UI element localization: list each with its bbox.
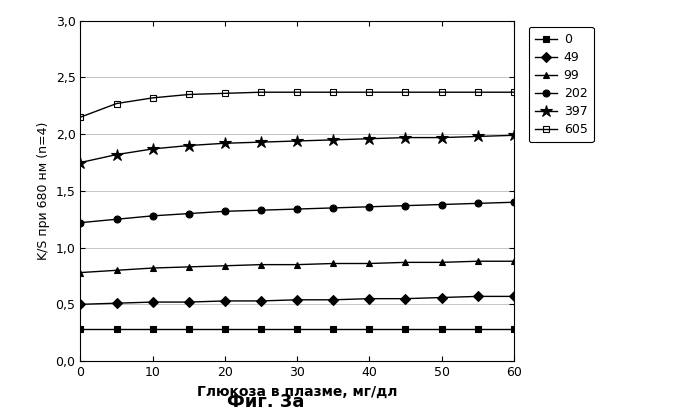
605 xyxy=(185,92,193,97)
Line: 0: 0 xyxy=(77,326,517,333)
605 xyxy=(365,90,373,95)
99 xyxy=(473,259,482,264)
0 xyxy=(113,327,121,332)
Line: 397: 397 xyxy=(74,129,520,169)
Line: 99: 99 xyxy=(77,258,517,276)
Text: Фиг. 3a: Фиг. 3a xyxy=(227,393,304,411)
99 xyxy=(257,262,265,267)
0 xyxy=(401,327,410,332)
397 xyxy=(257,139,265,144)
202 xyxy=(293,207,301,212)
99 xyxy=(148,266,157,271)
99 xyxy=(438,260,446,265)
605 xyxy=(148,95,157,100)
X-axis label: Глюкоза в плазме, мг/дл: Глюкоза в плазме, мг/дл xyxy=(197,384,397,398)
605 xyxy=(329,90,338,95)
49 xyxy=(510,294,518,299)
202 xyxy=(510,200,518,205)
99 xyxy=(185,264,193,269)
202 xyxy=(438,202,446,207)
397 xyxy=(365,136,373,141)
202 xyxy=(221,209,229,214)
202 xyxy=(329,205,338,210)
49 xyxy=(76,302,85,307)
Y-axis label: K/S при 680 нм (n=4): K/S при 680 нм (n=4) xyxy=(37,122,50,260)
49 xyxy=(401,296,410,301)
49 xyxy=(438,295,446,300)
49 xyxy=(113,301,121,306)
202 xyxy=(185,211,193,216)
99 xyxy=(221,263,229,268)
605 xyxy=(510,90,518,95)
49 xyxy=(257,298,265,303)
202 xyxy=(473,201,482,206)
397 xyxy=(148,146,157,151)
Line: 605: 605 xyxy=(77,89,517,121)
202 xyxy=(148,213,157,218)
99 xyxy=(293,262,301,267)
397 xyxy=(293,139,301,144)
202 xyxy=(365,204,373,209)
0 xyxy=(257,327,265,332)
397 xyxy=(510,133,518,138)
202 xyxy=(76,220,85,225)
0 xyxy=(510,327,518,332)
49 xyxy=(148,300,157,305)
605 xyxy=(293,90,301,95)
605 xyxy=(221,91,229,96)
99 xyxy=(329,261,338,266)
0 xyxy=(365,327,373,332)
397 xyxy=(221,141,229,146)
Line: 49: 49 xyxy=(77,293,517,308)
605 xyxy=(473,90,482,95)
49 xyxy=(293,297,301,302)
397 xyxy=(438,135,446,140)
49 xyxy=(329,297,338,302)
0 xyxy=(473,327,482,332)
0 xyxy=(293,327,301,332)
Line: 202: 202 xyxy=(77,199,517,226)
0 xyxy=(329,327,338,332)
397 xyxy=(76,160,85,165)
202 xyxy=(113,217,121,222)
99 xyxy=(113,268,121,273)
605 xyxy=(113,101,121,106)
397 xyxy=(185,143,193,148)
99 xyxy=(510,259,518,264)
397 xyxy=(113,152,121,157)
397 xyxy=(329,137,338,142)
605 xyxy=(401,90,410,95)
605 xyxy=(76,115,85,120)
49 xyxy=(473,294,482,299)
Legend: 0, 49, 99, 202, 397, 605: 0, 49, 99, 202, 397, 605 xyxy=(528,27,594,142)
0 xyxy=(438,327,446,332)
0 xyxy=(76,327,85,332)
605 xyxy=(257,90,265,95)
0 xyxy=(221,327,229,332)
49 xyxy=(185,300,193,305)
397 xyxy=(401,135,410,140)
49 xyxy=(221,298,229,303)
0 xyxy=(185,327,193,332)
605 xyxy=(438,90,446,95)
202 xyxy=(401,203,410,208)
99 xyxy=(365,261,373,266)
0 xyxy=(148,327,157,332)
99 xyxy=(76,270,85,275)
202 xyxy=(257,208,265,212)
397 xyxy=(473,134,482,139)
99 xyxy=(401,260,410,265)
49 xyxy=(365,296,373,301)
